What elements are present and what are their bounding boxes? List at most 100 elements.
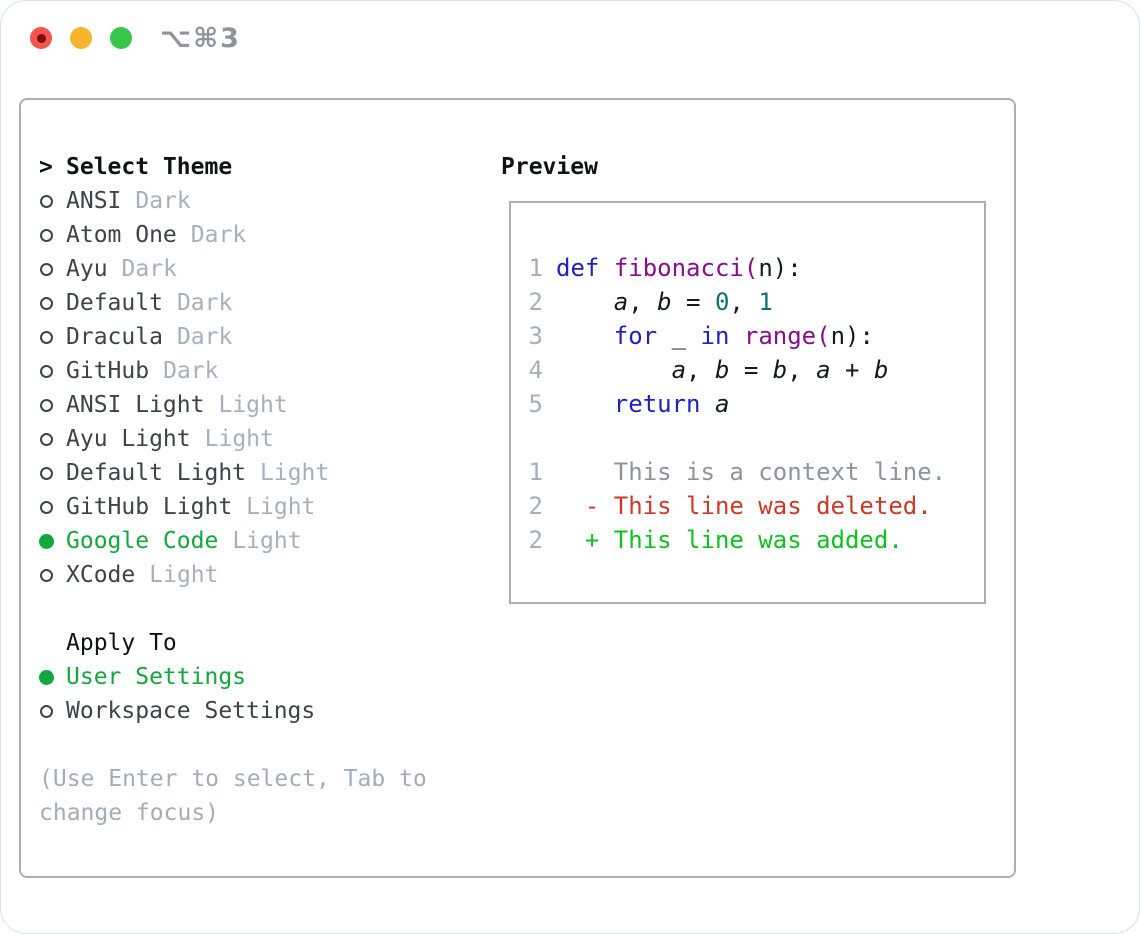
diff-line-deleted: 2 - This line was deleted. [527, 489, 968, 523]
code-line: 3 for _ in range(n): [527, 319, 968, 353]
traffic-lights [30, 27, 132, 49]
line-number: 3 [528, 322, 543, 350]
select-theme-title: Select Theme [66, 154, 233, 180]
theme-variant-tag: Dark [190, 222, 247, 248]
theme-name: XCode [66, 562, 136, 588]
radio-icon [40, 398, 53, 412]
theme-option-ansi[interactable]: ANSI Dark [39, 184, 479, 218]
radio-icon [40, 296, 53, 310]
apply-option-label: Workspace Settings [66, 698, 316, 724]
marker-cell [39, 296, 66, 310]
code-text: a, b = 0, 1 [613, 288, 773, 316]
theme-variant-tag: Light [260, 460, 330, 486]
theme-name: GitHub [66, 358, 150, 384]
minimize-button[interactable] [70, 27, 92, 49]
theme-selector-panel: > Select Theme ANSI Dark Atom One Dark Ayu Da… [19, 98, 1016, 878]
theme-name: Default [66, 290, 163, 316]
code-text: a, b = b, a + b [671, 356, 889, 384]
apply-option-label: User Settings [66, 664, 247, 690]
theme-name: Ayu Light [66, 426, 191, 452]
radio-icon [40, 704, 53, 718]
theme-option-github[interactable]: GitHub Dark [39, 354, 479, 388]
diff-line-added: 2 + This line was added. [527, 523, 968, 557]
theme-option-xcode[interactable]: XCode Light [39, 558, 479, 592]
radio-icon [40, 262, 53, 276]
apply-option-workspace-settings[interactable]: Workspace Settings [39, 694, 479, 728]
marker-cell [39, 432, 66, 446]
theme-name: Dracula [66, 324, 163, 350]
spacer [39, 592, 479, 626]
theme-name: Atom One [66, 222, 177, 248]
theme-option-atom-one[interactable]: Atom One Dark [39, 218, 479, 252]
code-line: 1 def fibonacci(n): [527, 251, 968, 285]
radio-icon [40, 364, 53, 378]
radio-icon [40, 228, 53, 242]
theme-option-ansi-light[interactable]: ANSI Light Light [39, 388, 479, 422]
help-hint: (Use Enter to select, Tab to change focu… [39, 766, 427, 826]
marker-cell [39, 228, 66, 242]
code-text: for _ in range(n): [613, 322, 874, 350]
theme-variant-tag: Dark [176, 290, 233, 316]
window-shortcut-label: ⌥⌘3 [160, 22, 241, 54]
diff-line-context: 1 This is a context line. [527, 455, 968, 489]
theme-variant-tag: Dark [176, 324, 233, 350]
line-number: 2 [528, 492, 543, 520]
diff-text: This is a context line. [556, 458, 947, 486]
theme-variant-tag: Light [204, 426, 274, 452]
theme-name: Google Code [66, 528, 219, 554]
marker-cell [39, 364, 66, 378]
code-text: def fibonacci(n): [556, 254, 802, 282]
theme-option-ayu-light[interactable]: Ayu Light Light [39, 422, 479, 456]
marker-cell [39, 533, 66, 549]
apply-to-header: Apply To [39, 626, 479, 660]
diff-text: - This line was deleted. [556, 492, 932, 520]
theme-variant-tag: Light [246, 494, 316, 520]
preview-title: Preview [501, 154, 598, 180]
theme-variant-tag: Light [149, 562, 219, 588]
theme-name: GitHub Light [66, 494, 233, 520]
theme-list: ANSI Dark Atom One Dark Ayu Dark Default Dark Dr… [39, 184, 479, 592]
theme-option-default-light[interactable]: Default Light Light [39, 456, 479, 490]
theme-option-google-code[interactable]: Google Code Light [39, 524, 479, 558]
theme-name: ANSI [66, 188, 122, 214]
line-number: 1 [528, 458, 543, 486]
code-text: return a [613, 390, 730, 418]
spacer [39, 728, 479, 762]
marker-cell [39, 194, 66, 208]
theme-option-ayu[interactable]: Ayu Dark [39, 252, 479, 286]
marker-cell [39, 398, 66, 412]
theme-option-github-light[interactable]: GitHub Light Light [39, 490, 479, 524]
theme-variant-tag: Light [232, 528, 302, 554]
marker-cell [39, 669, 66, 685]
apply-to-title: Apply To [66, 630, 177, 656]
line-number: 4 [528, 356, 543, 384]
selected-radio-icon [39, 533, 54, 549]
radio-icon [40, 194, 53, 208]
theme-name: Default Light [66, 460, 247, 486]
code-line: 2 a, b = 0, 1 [527, 285, 968, 319]
apply-option-user-settings[interactable]: User Settings [39, 660, 479, 694]
window-titlebar: ⌥⌘3 [1, 1, 1139, 75]
marker-cell [39, 330, 66, 344]
theme-option-dracula[interactable]: Dracula Dark [39, 320, 479, 354]
code-line: 4 a, b = b, a + b [527, 353, 968, 387]
line-number: 2 [528, 288, 543, 316]
close-button[interactable] [30, 27, 52, 49]
code-line: 5 return a [527, 387, 968, 421]
radio-icon [40, 568, 53, 582]
theme-variant-tag: Dark [135, 188, 191, 214]
theme-variant-tag: Light [218, 392, 288, 418]
blank-line [527, 421, 968, 455]
theme-column: > Select Theme ANSI Dark Atom One Dark Ayu Da… [39, 150, 479, 830]
apply-to-options: User Settings Workspace Settings [39, 660, 479, 728]
selected-radio-icon [39, 669, 54, 685]
theme-option-default[interactable]: Default Dark [39, 286, 479, 320]
marker-cell [39, 466, 66, 480]
zoom-button[interactable] [110, 27, 132, 49]
diff-text: + This line was added. [556, 526, 903, 554]
theme-name: ANSI Light [66, 392, 205, 418]
marker-cell [39, 704, 66, 718]
line-number: 1 [528, 254, 543, 282]
